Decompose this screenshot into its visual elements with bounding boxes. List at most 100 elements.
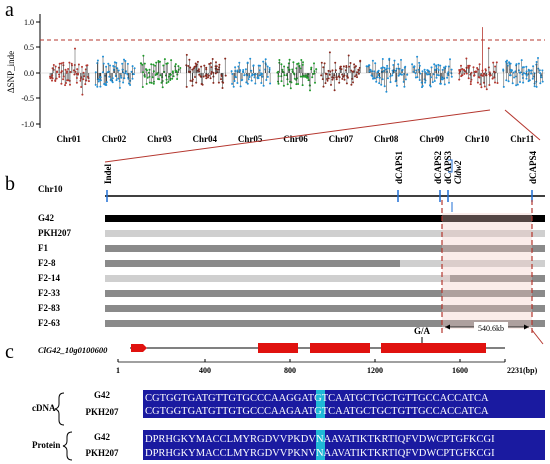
snp-point	[282, 71, 285, 74]
snp-point	[464, 70, 467, 73]
snp-point	[488, 71, 491, 74]
snp-point	[386, 64, 389, 67]
snp-point	[480, 86, 483, 89]
snp-point	[461, 68, 464, 70]
snp-point	[370, 70, 373, 73]
snp-point	[212, 81, 215, 84]
genotype-bar	[105, 260, 400, 267]
chromosome-label: Chr02	[102, 134, 127, 144]
snp-point	[58, 73, 61, 76]
snp-point	[234, 66, 237, 69]
protein-seq-snp: N	[301, 448, 309, 459]
snp-point	[368, 70, 371, 73]
snp-point	[519, 81, 521, 83]
snp-point	[76, 68, 79, 71]
snp-point	[413, 65, 416, 68]
snp-point	[218, 66, 221, 69]
snp-point	[236, 82, 239, 84]
protein-label: Protein	[32, 440, 60, 450]
snp-point	[262, 60, 265, 63]
snp-point	[205, 66, 208, 69]
snp-point	[437, 74, 440, 77]
snp-point	[512, 71, 515, 74]
snp-point	[435, 65, 438, 68]
snp-point	[166, 62, 169, 65]
snp-point	[434, 69, 437, 71]
snp-point	[295, 83, 298, 86]
snp-point	[424, 81, 427, 84]
snp-point	[268, 70, 271, 73]
snp-point	[429, 84, 431, 87]
snp-point	[241, 78, 244, 81]
protein-alignment: Protein G42 PKH207 DPRHGKYMACCLMYRGDVVPK…	[32, 430, 545, 461]
snp-point	[250, 69, 253, 72]
snp-point	[476, 67, 479, 69]
snp-point	[151, 76, 154, 79]
snp-point	[58, 75, 61, 78]
snp-point	[411, 63, 414, 66]
snp-point	[515, 84, 518, 87]
exon-3	[381, 343, 486, 353]
protein-sequence: DPRHGKYMACCLMYRGDVVPKNVNAAVATIKTKRTIQFVD…	[145, 448, 495, 459]
snp-point	[94, 71, 97, 74]
snp-point	[495, 61, 498, 64]
snp-point	[52, 64, 55, 66]
protein-seq-post: VNAAVATIKTKRTIQFVDWCPTGFKCGI	[308, 434, 495, 445]
snp-point	[485, 88, 488, 91]
zoom-line-right	[504, 109, 541, 141]
snp-point	[288, 58, 291, 61]
snp-point	[338, 81, 341, 84]
arrow-head-right	[524, 324, 529, 330]
fine-mapping: Chr10 Indel dCAPS1 dCAPS2 dCAPS3 Cldw2 d…	[38, 150, 545, 345]
snp-point	[132, 73, 135, 76]
snp-point	[238, 61, 241, 64]
snp-point	[118, 86, 121, 89]
snp-point	[56, 71, 58, 74]
snp-point	[511, 69, 513, 72]
snp-point	[221, 87, 224, 89]
snp-scatter	[49, 27, 544, 96]
snp-point	[97, 80, 100, 83]
cdna-seq-post: ATGTCAATGCTGCTGTTGCCACCATCA	[301, 393, 489, 404]
snp-point	[116, 67, 119, 70]
snp-point	[376, 76, 379, 79]
chromosome-label: Chr08	[374, 134, 399, 144]
snp-point	[421, 85, 424, 87]
snp-point	[420, 81, 423, 84]
snp-point	[254, 82, 257, 85]
snp-point	[380, 67, 383, 70]
snp-point	[152, 63, 155, 66]
protein-snp-highlight	[316, 430, 325, 460]
snp-point	[443, 83, 446, 86]
snp-point	[458, 78, 461, 81]
protein-seq-pre: DPRHGKYMACCLMYRGDVVPK	[145, 448, 301, 459]
snp-point	[378, 76, 381, 79]
snp-point	[70, 62, 73, 65]
snp-point	[345, 65, 348, 67]
snp-point	[121, 68, 124, 71]
snp-point	[117, 77, 120, 80]
snp-point	[112, 65, 115, 67]
panel-a-letter: a	[5, 0, 14, 21]
snp-point	[465, 72, 468, 75]
snp-point	[195, 81, 198, 84]
snp-point	[176, 78, 179, 80]
snp-point	[152, 70, 155, 73]
protein-bar	[143, 430, 545, 460]
y-tick-label: -1.0	[21, 120, 34, 129]
snp-point	[131, 77, 134, 80]
snp-point	[251, 73, 254, 76]
snp-point	[141, 86, 144, 88]
snp-point	[262, 84, 265, 87]
snp-point	[435, 67, 438, 70]
snp-point	[435, 76, 438, 79]
snp-point	[280, 63, 283, 66]
snp-point	[266, 75, 269, 78]
snp-point	[209, 77, 212, 80]
snp-point	[282, 84, 285, 87]
marker-label: dCAPS4	[528, 150, 538, 184]
snp-point	[64, 84, 67, 87]
genotype-bar	[105, 215, 545, 222]
chromosome-label: Chr06	[283, 134, 308, 144]
